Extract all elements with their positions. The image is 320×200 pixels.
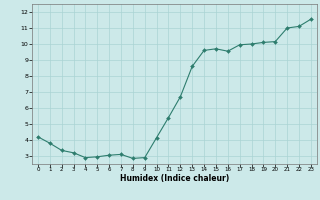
X-axis label: Humidex (Indice chaleur): Humidex (Indice chaleur) xyxy=(120,174,229,183)
